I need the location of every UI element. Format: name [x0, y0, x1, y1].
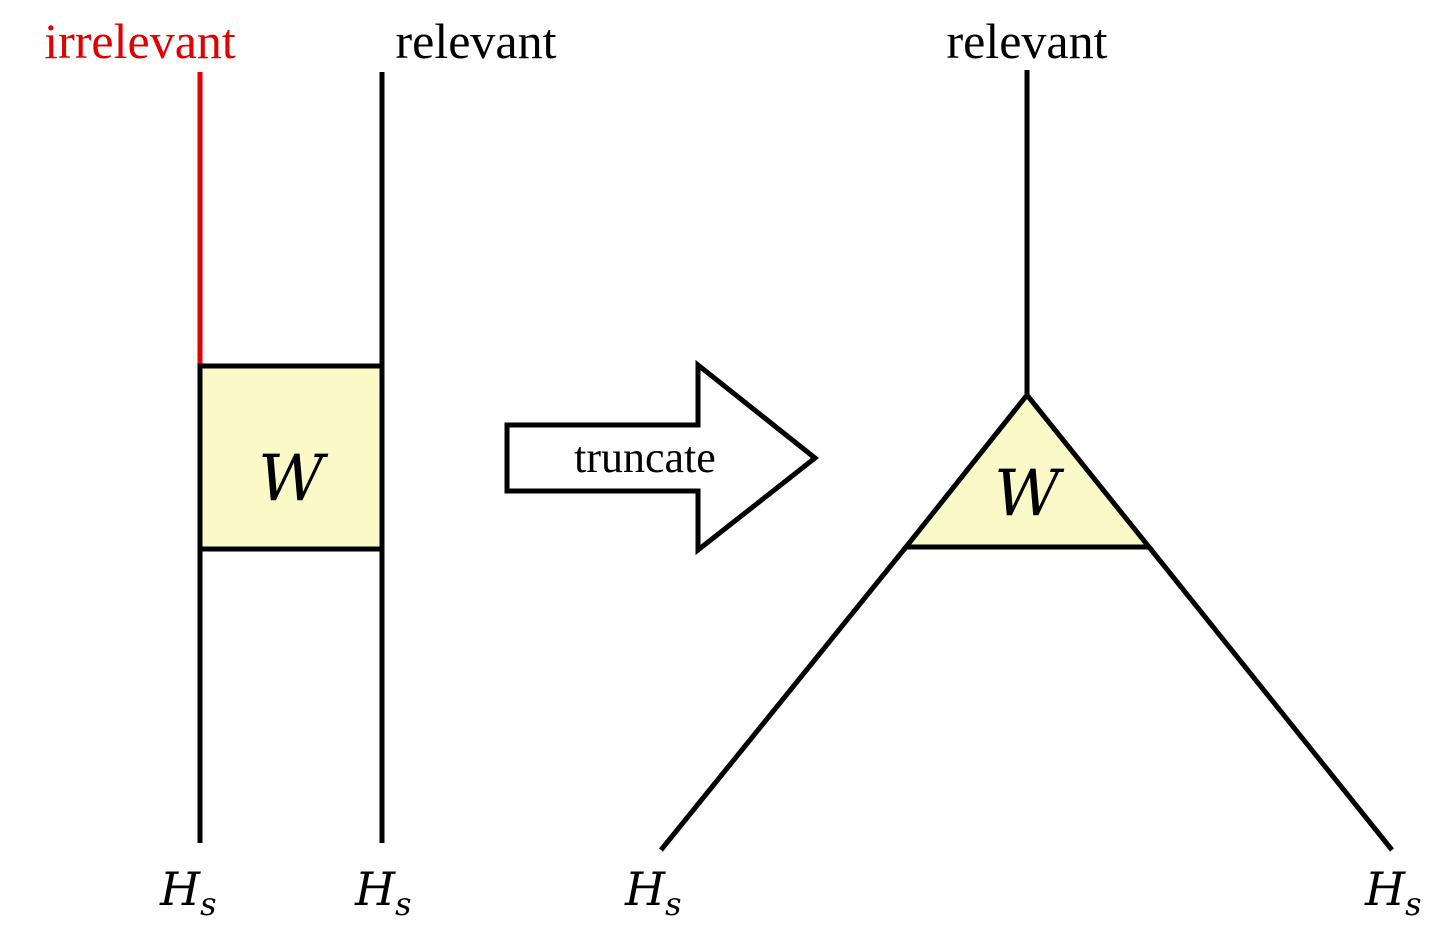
irrelevant-label: irrelevant [44, 13, 236, 69]
bottom-leg-right-1 [659, 545, 908, 852]
hilbert-space-label-right-1: Hs [624, 862, 682, 923]
relevant-label-left: relevant [395, 13, 556, 69]
tensor-triangle [900, 390, 1155, 550]
right-diagram: relevant W Hs Hs [624, 13, 1422, 923]
truncate-arrow: truncate [504, 359, 820, 556]
arrow-shape [504, 359, 820, 556]
hilbert-h: H [354, 862, 396, 916]
hilbert-h: H [159, 862, 201, 916]
hilbert-sub: s [665, 885, 681, 923]
hilbert-sub: s [200, 885, 216, 923]
tensor-square [197, 363, 385, 552]
hilbert-h: H [624, 862, 666, 916]
relevant-label-right: relevant [946, 13, 1107, 69]
hilbert-space-label-left-2: Hs [354, 862, 412, 923]
truncate-label: truncate [574, 433, 716, 482]
tensor-label-square: W [258, 442, 329, 516]
hilbert-space-label-left-1: Hs [159, 862, 217, 923]
bottom-leg-right-2 [1147, 545, 1394, 852]
tensor-label-triangle: W [994, 457, 1065, 531]
hilbert-h: H [1364, 862, 1406, 916]
left-diagram: irrelevant relevant W Hs Hs [44, 13, 556, 923]
hilbert-sub: s [1405, 885, 1421, 923]
hilbert-space-label-right-2: Hs [1364, 862, 1422, 923]
hilbert-sub: s [395, 885, 411, 923]
